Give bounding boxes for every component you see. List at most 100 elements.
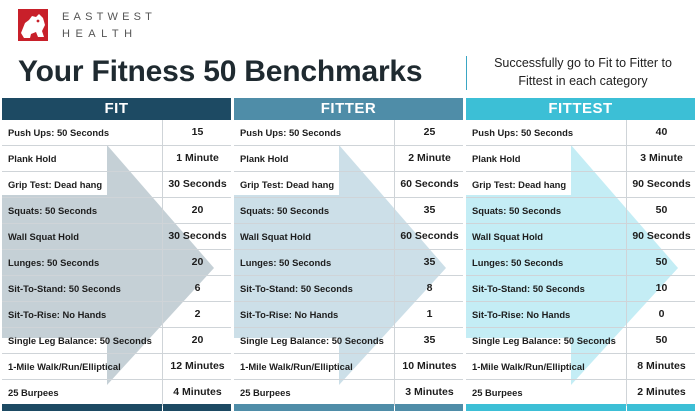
benchmark-value: 90 Seconds <box>626 224 695 249</box>
eastwest-health-logo: EASTWEST HEALTH <box>18 8 188 42</box>
exercise-name: Single Leg Balance: 50 Seconds <box>472 335 616 346</box>
benchmark-value: 50 <box>626 250 695 275</box>
benchmark-value: 2 <box>162 302 231 327</box>
table-row: 1-Mile Walk/Run/Elliptical 12 Minutes <box>2 354 231 380</box>
brand-line-1: EASTWEST <box>62 11 157 23</box>
column-fittest: FITTEST Push Ups: 50 Seconds 40 Plank Hold… <box>466 98 695 411</box>
benchmark-value: 90 Seconds <box>626 172 695 197</box>
table-row: Push Ups: 50 Seconds 25 <box>234 120 463 146</box>
exercise-name: Sit-To-Rise: No Hands <box>472 309 571 320</box>
table-row: Grip Test: Dead hang 90 Seconds <box>466 172 695 198</box>
arrow-graphic <box>466 145 678 385</box>
table-row: Sit-To-Stand: 50 Seconds 8 <box>234 276 463 302</box>
exercise-name: Squats: 50 Seconds <box>472 205 562 216</box>
column-footer-bar <box>466 404 695 411</box>
exercise-name: Single Leg Balance: 50 Seconds <box>240 335 384 346</box>
table-row: Sit-To-Rise: No Hands 0 <box>466 302 695 328</box>
benchmark-value: 6 <box>162 276 231 301</box>
table-row: 1-Mile Walk/Run/Elliptical 8 Minutes <box>466 354 695 380</box>
exercise-name: 1-Mile Walk/Run/Elliptical <box>472 361 585 372</box>
benchmark-value: 2 Minute <box>394 146 463 171</box>
benchmark-value: 10 <box>626 276 695 301</box>
table-row: Push Ups: 50 Seconds 40 <box>466 120 695 146</box>
exercise-name: Sit-To-Rise: No Hands <box>8 309 107 320</box>
exercise-name: Push Ups: 50 Seconds <box>8 127 110 138</box>
table-row: Push Ups: 50 Seconds 15 <box>2 120 231 146</box>
benchmark-value: 12 Minutes <box>162 354 231 379</box>
exercise-name: Grip Test: Dead hang <box>8 179 103 190</box>
page-title: Your Fitness 50 Benchmarks <box>18 55 423 88</box>
table-row: Wall Squat Hold 60 Seconds <box>234 224 463 250</box>
benchmark-value: 25 <box>394 120 463 145</box>
table-row: Wall Squat Hold 30 Seconds <box>2 224 231 250</box>
benchmark-value: 15 <box>162 120 231 145</box>
exercise-name: Sit-To-Stand: 50 Seconds <box>240 283 353 294</box>
exercise-name: Lunges: 50 Seconds <box>240 257 332 268</box>
benchmark-value: 60 Seconds <box>394 172 463 197</box>
benchmark-value: 10 Minutes <box>394 354 463 379</box>
bear-logo-icon <box>18 9 48 41</box>
exercise-name: Push Ups: 50 Seconds <box>472 127 574 138</box>
benchmark-value: 30 Seconds <box>162 224 231 249</box>
exercise-name: Single Leg Balance: 50 Seconds <box>8 335 152 346</box>
table-row: Grip Test: Dead hang 30 Seconds <box>2 172 231 198</box>
exercise-name: Grip Test: Dead hang <box>472 179 567 190</box>
table-row: Single Leg Balance: 50 Seconds 20 <box>2 328 231 354</box>
brand-line-2: HEALTH <box>62 28 138 40</box>
table-row: Plank Hold 3 Minute <box>466 146 695 172</box>
benchmark-value: 8 Minutes <box>626 354 695 379</box>
benchmark-value: 8 <box>394 276 463 301</box>
table-row: Squats: 50 Seconds 50 <box>466 198 695 224</box>
table-row: 1-Mile Walk/Run/Elliptical 10 Minutes <box>234 354 463 380</box>
benchmark-value: 35 <box>394 250 463 275</box>
exercise-name: Plank Hold <box>472 153 521 164</box>
table-row: Lunges: 50 Seconds 50 <box>466 250 695 276</box>
table-row: Single Leg Balance: 50 Seconds 50 <box>466 328 695 354</box>
exercise-name: Plank Hold <box>240 153 289 164</box>
exercise-name: Lunges: 50 Seconds <box>472 257 564 268</box>
arrow-graphic <box>2 145 214 385</box>
table-row: Lunges: 50 Seconds 20 <box>2 250 231 276</box>
table-row: Plank Hold 2 Minute <box>234 146 463 172</box>
benchmark-value: 20 <box>162 250 231 275</box>
table-row: Wall Squat Hold 90 Seconds <box>466 224 695 250</box>
exercise-name: Wall Squat Hold <box>240 231 312 242</box>
exercise-name: Sit-To-Stand: 50 Seconds <box>472 283 585 294</box>
benchmark-value: 20 <box>162 198 231 223</box>
benchmark-value: 1 Minute <box>162 146 231 171</box>
benchmark-value: 50 <box>626 328 695 353</box>
table-row: Sit-To-Rise: No Hands 2 <box>2 302 231 328</box>
table-row: Sit-To-Stand: 50 Seconds 6 <box>2 276 231 302</box>
benchmark-value: 3 Minute <box>626 146 695 171</box>
benchmark-value: 2 Minutes <box>626 380 695 405</box>
benchmark-table: Push Ups: 50 Seconds 40 Plank Hold 3 Minute… <box>466 120 695 406</box>
column-header-fitter: FITTER <box>234 98 463 120</box>
title-divider <box>466 56 467 90</box>
exercise-name: Grip Test: Dead hang <box>240 179 335 190</box>
arrow-graphic <box>234 145 446 385</box>
table-row: 25 Burpees 4 Minutes <box>2 380 231 406</box>
table-row: Sit-To-Stand: 50 Seconds 10 <box>466 276 695 302</box>
benchmark-value: 30 Seconds <box>162 172 231 197</box>
page-subtitle: Successfully go to Fit to Fitter to Fitt… <box>494 56 672 88</box>
table-row: Squats: 50 Seconds 20 <box>2 198 231 224</box>
benchmark-value: 50 <box>626 198 695 223</box>
table-row: Sit-To-Rise: No Hands 1 <box>234 302 463 328</box>
exercise-name: Push Ups: 50 Seconds <box>240 127 342 138</box>
table-row: Single Leg Balance: 50 Seconds 35 <box>234 328 463 354</box>
table-row: Plank Hold 1 Minute <box>2 146 231 172</box>
benchmark-table: Push Ups: 50 Seconds 25 Plank Hold 2 Minute… <box>234 120 463 406</box>
benchmark-value: 35 <box>394 328 463 353</box>
column-footer-bar <box>234 404 463 411</box>
exercise-name: Lunges: 50 Seconds <box>8 257 100 268</box>
exercise-name: 25 Burpees <box>240 387 291 398</box>
exercise-name: 1-Mile Walk/Run/Elliptical <box>240 361 353 372</box>
table-row: 25 Burpees 3 Minutes <box>234 380 463 406</box>
column-header-fit: FIT <box>2 98 231 120</box>
benchmark-value: 1 <box>394 302 463 327</box>
exercise-name: Squats: 50 Seconds <box>240 205 330 216</box>
exercise-name: Sit-To-Stand: 50 Seconds <box>8 283 121 294</box>
table-row: 25 Burpees 2 Minutes <box>466 380 695 406</box>
table-row: Squats: 50 Seconds 35 <box>234 198 463 224</box>
exercise-name: 25 Burpees <box>8 387 59 398</box>
